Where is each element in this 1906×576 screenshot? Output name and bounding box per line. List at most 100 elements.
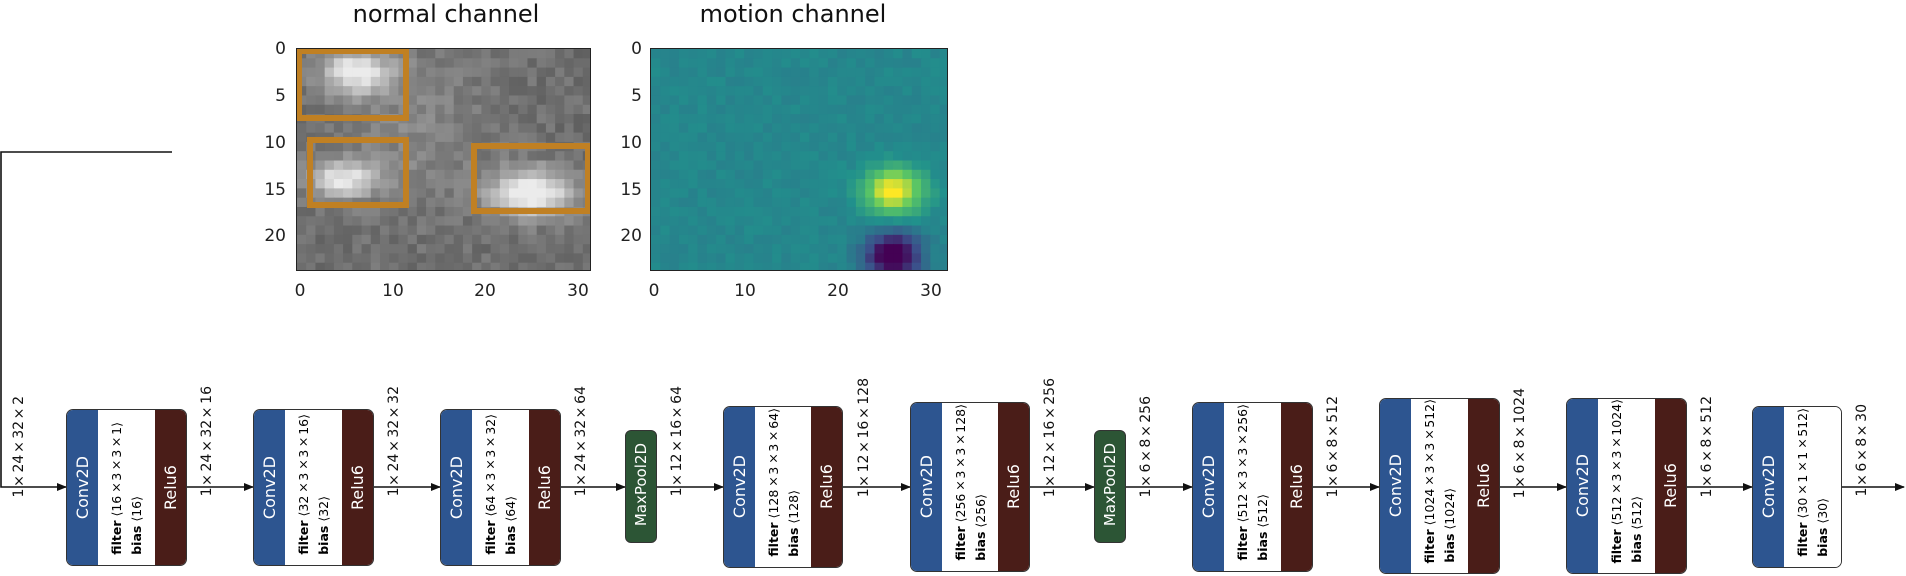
heatmap-cell xyxy=(518,160,529,171)
heatmap-cell xyxy=(893,169,904,180)
heatmap-cell xyxy=(706,188,717,199)
heatmap-cell xyxy=(490,234,501,245)
heatmap-cell xyxy=(865,76,876,87)
heatmap-cell xyxy=(315,58,326,69)
dim-label: 1×24×32×64 xyxy=(573,386,589,497)
heatmap-cell xyxy=(678,216,689,227)
filter-label: filter xyxy=(1235,526,1251,561)
heatmap-cell xyxy=(499,179,510,189)
heatmap-cell xyxy=(527,234,538,245)
heatmap-cell xyxy=(333,104,344,115)
heatmap-cell xyxy=(827,67,838,78)
heatmap-cell xyxy=(370,169,381,180)
heatmap-cell xyxy=(389,262,400,270)
heatmap-cell xyxy=(753,86,764,97)
heatmap-cell xyxy=(772,104,782,115)
heatmap-cell xyxy=(490,253,501,264)
heatmap-cell xyxy=(555,132,565,143)
heatmap-cell xyxy=(669,244,680,255)
heatmap-cell xyxy=(555,160,565,171)
heatmap-cell xyxy=(837,104,848,115)
heatmap-cell xyxy=(660,104,671,115)
heatmap-cell xyxy=(930,104,941,115)
heatmap-cell xyxy=(716,206,727,217)
heatmap-cell xyxy=(781,151,792,162)
heatmap-cell xyxy=(837,197,848,208)
heatmap-cell xyxy=(865,123,876,134)
heatmap-cell xyxy=(846,216,857,227)
heatmap-cell xyxy=(573,197,584,208)
heatmap-cell xyxy=(660,169,671,180)
heatmap-cell xyxy=(800,197,810,208)
heatmap-cell xyxy=(669,151,680,162)
heatmap-cell xyxy=(527,216,538,227)
heatmap-cell xyxy=(545,67,556,78)
heatmap-cell xyxy=(536,104,547,115)
heatmap-cell xyxy=(453,197,464,208)
heatmap-cell xyxy=(911,160,922,171)
heatmap-cell xyxy=(361,169,372,180)
heatmap-cell xyxy=(536,86,547,97)
heatmap-cell xyxy=(716,104,727,115)
heatmap-cell xyxy=(809,141,820,152)
heatmap-cell xyxy=(407,49,418,59)
heatmap-cell xyxy=(573,188,584,199)
heatmap-cell xyxy=(921,141,931,152)
heatmap-cell xyxy=(660,67,671,78)
heatmap-cell xyxy=(855,151,866,162)
dim-label: 1×6×8×512 xyxy=(1699,396,1715,498)
heatmap-cell xyxy=(379,160,390,171)
heatmap-cell xyxy=(734,262,745,270)
heatmap-cell xyxy=(545,244,556,255)
heatmap-cell xyxy=(545,151,556,162)
heatmap-cell xyxy=(499,123,510,134)
heatmap-cell xyxy=(444,244,455,255)
heatmap-cell xyxy=(772,225,782,236)
heatmap-cell xyxy=(509,244,519,255)
heatmap-cell xyxy=(315,225,326,236)
heatmap-cell xyxy=(762,253,773,264)
heatmap-cell xyxy=(939,216,947,227)
heatmap-cell xyxy=(527,86,538,97)
heatmap-cell xyxy=(555,95,565,106)
heatmap-cell xyxy=(800,244,810,255)
heatmap-cell xyxy=(481,197,492,208)
heatmap-cell xyxy=(855,95,866,106)
heatmap-cell xyxy=(527,197,538,208)
heatmap-cell xyxy=(716,49,727,59)
filter-label: filter xyxy=(766,522,782,557)
heatmap-cell xyxy=(651,123,661,134)
heatmap-cell xyxy=(472,234,482,245)
heatmap-cell xyxy=(324,123,335,134)
heatmap-cell xyxy=(837,216,848,227)
dim-label: 1×6×8×512 xyxy=(1325,396,1341,498)
heatmap-cell xyxy=(660,132,671,143)
heatmap-cell xyxy=(545,197,556,208)
heatmap-cell xyxy=(744,114,755,124)
heatmap-cell xyxy=(725,86,736,97)
heatmap-cell xyxy=(697,123,708,134)
heatmap-cell xyxy=(472,160,482,171)
heatmap-cell xyxy=(865,114,876,124)
heatmap-cell xyxy=(361,262,372,270)
heatmap-cell xyxy=(855,76,866,87)
heatmap-cell xyxy=(790,160,801,171)
heatmap-cell xyxy=(921,179,931,189)
heatmap-cell xyxy=(855,160,866,171)
heatmap-cell xyxy=(297,234,307,245)
heatmap-cell xyxy=(874,49,885,59)
heatmap-cell xyxy=(818,169,829,180)
heatmap-cell xyxy=(883,225,894,236)
heatmap-cell xyxy=(902,67,913,78)
heatmap-cell xyxy=(651,234,661,245)
heatmap-cell xyxy=(921,67,931,78)
heatmap-cell xyxy=(462,197,473,208)
heatmap-cell xyxy=(435,179,446,189)
heatmap-cell xyxy=(536,160,547,171)
heatmap-cell xyxy=(297,216,307,227)
heatmap-cell xyxy=(874,216,885,227)
heatmap-cell xyxy=(772,132,782,143)
heatmap-cell xyxy=(846,253,857,264)
heatmap-cell xyxy=(462,225,473,236)
heatmap-cell xyxy=(315,169,326,180)
